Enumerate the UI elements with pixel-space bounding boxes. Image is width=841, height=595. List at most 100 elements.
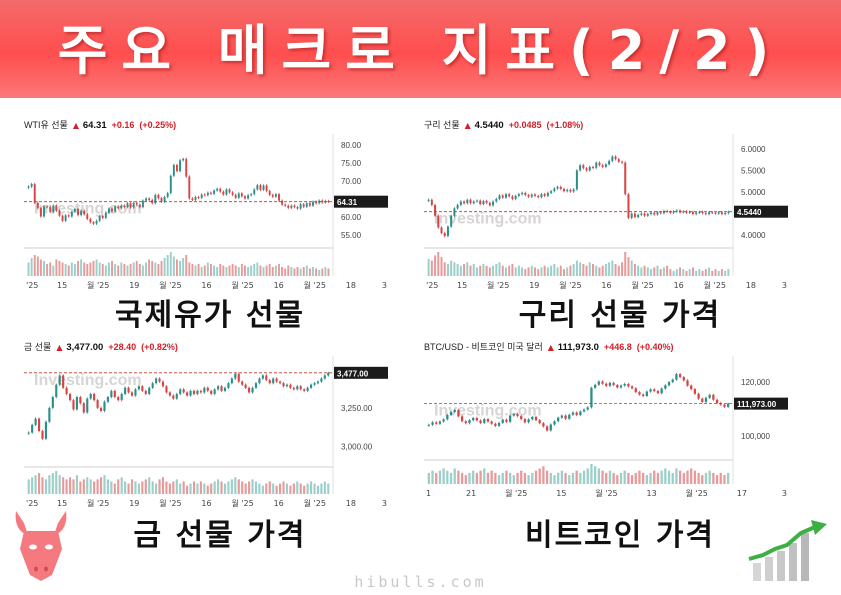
volume-bar xyxy=(72,479,75,494)
volume-bar xyxy=(220,481,223,494)
volume-bar xyxy=(675,269,678,276)
candle-body xyxy=(656,212,659,215)
volume-bar xyxy=(83,262,86,276)
candle-body xyxy=(585,168,588,171)
candle-body xyxy=(468,420,471,424)
volume-bar xyxy=(49,262,52,276)
volume-bar xyxy=(538,468,541,484)
volume-bar xyxy=(464,475,467,484)
candle-body xyxy=(65,387,68,394)
candle-body xyxy=(234,194,237,198)
candle-body xyxy=(179,389,182,394)
candle-body xyxy=(549,424,552,431)
candle-body xyxy=(586,407,589,410)
x-tick-label: 월 '25 xyxy=(87,498,109,508)
volume-bar xyxy=(490,470,493,484)
candle-body xyxy=(302,204,305,207)
volume-bar xyxy=(685,270,688,276)
candle-body xyxy=(717,212,720,214)
volume-bar xyxy=(479,470,482,484)
candle-body xyxy=(113,390,116,398)
last-price: 111,973.0 xyxy=(558,342,599,353)
volume-bar xyxy=(719,472,722,484)
volume-bar xyxy=(553,264,556,276)
candle-body xyxy=(630,386,634,389)
candle-body xyxy=(192,390,196,394)
candles xyxy=(27,371,330,441)
watermark: Investing.com xyxy=(434,211,542,228)
volume-bar xyxy=(316,485,320,494)
volume-bar xyxy=(191,264,194,276)
candle-body xyxy=(427,199,430,201)
volume-bar xyxy=(505,470,508,484)
volume-bar xyxy=(431,470,434,484)
volume-bar xyxy=(138,264,141,276)
candle-body xyxy=(688,211,691,213)
candle-body xyxy=(630,213,633,218)
volume-bar xyxy=(227,481,230,494)
watermark: Investing.com xyxy=(434,403,542,420)
candle-body xyxy=(186,392,189,396)
candle-body xyxy=(437,215,440,228)
x-tick-label: 15 xyxy=(57,281,67,290)
candle-body xyxy=(323,375,326,379)
volume-bars xyxy=(27,471,330,494)
candle-body xyxy=(103,401,106,411)
candle-body xyxy=(479,200,482,205)
x-tick-label: 월 '25 xyxy=(559,280,581,290)
candle-body xyxy=(148,387,151,394)
candle-body xyxy=(564,415,567,419)
volume-bar xyxy=(575,470,578,484)
volume-bar xyxy=(231,264,234,276)
volume-bar xyxy=(265,265,268,276)
volume-bar xyxy=(279,483,282,494)
chart-panel-gold: 금 선물 ▲ 3,477.00 +28.40 (+0.82%) 3,250.00 3,000… xyxy=(20,338,393,510)
candle-body xyxy=(327,372,330,376)
price-change-percent: (+0.25%) xyxy=(139,120,176,130)
candle-body xyxy=(601,381,604,384)
candle-body xyxy=(64,215,67,221)
volume-bar xyxy=(44,479,48,494)
candle-body xyxy=(137,386,140,390)
candle-body xyxy=(672,211,675,213)
volume-bar xyxy=(456,264,459,276)
candle-body xyxy=(172,165,175,176)
volume-bar xyxy=(251,479,254,494)
candle-body xyxy=(55,384,58,398)
x-tick-label: 16 xyxy=(601,281,611,290)
volume-bar xyxy=(250,265,253,276)
candle-body xyxy=(220,386,223,391)
volume-bar xyxy=(302,267,305,276)
candle-body xyxy=(96,400,99,408)
candle-body xyxy=(698,211,701,213)
volume-bar xyxy=(653,470,656,484)
candle-body xyxy=(492,201,495,206)
volume-bar xyxy=(168,483,171,494)
candle-body xyxy=(562,188,565,192)
volume-bar xyxy=(27,262,30,276)
volume-bar xyxy=(714,269,717,276)
volume-bar xyxy=(572,264,575,276)
candle-body xyxy=(438,421,442,424)
candle-body xyxy=(637,214,640,218)
candle-body xyxy=(203,194,206,196)
candle-body xyxy=(203,387,206,393)
volume-bars xyxy=(427,464,730,484)
volume-bar xyxy=(289,485,292,494)
watermark: Investing.com xyxy=(34,372,142,389)
candle-body xyxy=(463,201,466,204)
candle-body xyxy=(691,211,694,215)
volume-bar xyxy=(437,252,440,276)
volume-bar xyxy=(75,475,78,494)
title-banner: 주요 매크로 지표(2/2) xyxy=(0,0,841,98)
candle-body xyxy=(134,389,137,396)
candle-body xyxy=(80,210,83,216)
volume-bar xyxy=(585,265,588,276)
volume-bar xyxy=(253,264,256,276)
candle-body xyxy=(223,387,227,391)
x-tick-label: '25 xyxy=(26,281,38,290)
candle-body xyxy=(512,413,515,416)
candle-body xyxy=(431,422,434,425)
candle-body xyxy=(104,212,107,218)
volume-bar xyxy=(463,264,466,276)
